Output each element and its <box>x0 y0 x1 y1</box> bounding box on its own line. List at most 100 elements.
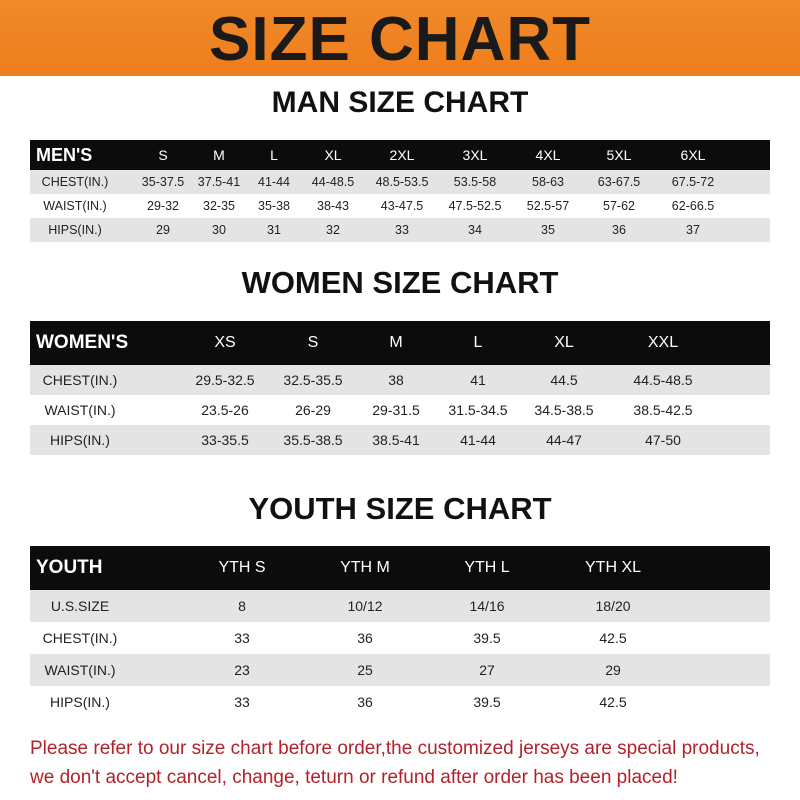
table-header-row: YOUTH YTH S YTH M YTH L YTH XL <box>30 546 770 590</box>
measurement-cell: 34.5-38.5 <box>534 402 594 418</box>
table-row: WAIST(IN.) 29-32 32-35 35-38 38-43 43-47.5 47.… <box>30 194 770 218</box>
table-header-label: YOUTH <box>36 557 103 578</box>
size-header: 3XL <box>462 147 488 163</box>
measurement-cell: 14/16 <box>469 598 505 614</box>
notice-line-2: we don't accept cancel, change, teturn o… <box>30 767 678 788</box>
men-section-title: MAN SIZE CHART <box>271 86 529 119</box>
table-row: U.S.SIZE 8 10/12 14/16 18/20 <box>30 590 770 622</box>
measurement-cell: 23.5-26 <box>201 402 249 418</box>
measurement-cell: 29 <box>605 662 621 678</box>
measurement-cell: 39.5 <box>473 630 501 646</box>
size-header: XL <box>324 147 342 163</box>
measurement-cell: 67.5-72 <box>671 175 715 189</box>
table-row: WAIST(IN.) 23 25 27 29 <box>30 654 770 686</box>
measurement-cell: 44.5 <box>550 372 578 388</box>
measurement-cell: 38.5-42.5 <box>633 402 693 418</box>
measurement-cell: 8 <box>238 598 246 614</box>
row-label: HIPS(IN.) <box>48 223 102 237</box>
measurement-cell: 41 <box>470 372 486 388</box>
row-label: CHEST(IN.) <box>42 630 118 646</box>
measurement-cell: 27 <box>479 662 495 678</box>
measurement-cell: 34 <box>468 223 482 237</box>
table-header-label: MEN'S <box>36 145 93 165</box>
measurement-cell: 44-47 <box>546 432 582 448</box>
measurement-cell: 63-67.5 <box>597 175 641 189</box>
men-size-table: MEN'S S M L XL 2XL 3XL 4XL 5XL 6XL CHEST(IN.) 35-37… <box>30 140 770 242</box>
size-header: XXL <box>647 334 679 351</box>
size-header: L <box>473 334 483 351</box>
measurement-cell: 47.5-52.5 <box>448 199 502 213</box>
measurement-cell: 31 <box>267 223 281 237</box>
measurement-cell: 31.5-34.5 <box>448 402 508 418</box>
measurement-cell: 36 <box>612 223 626 237</box>
measurement-cell: 23 <box>234 662 250 678</box>
measurement-cell: 38 <box>388 372 404 388</box>
measurement-cell: 38.5-41 <box>372 432 420 448</box>
size-header: 4XL <box>535 147 561 163</box>
table-row: CHEST(IN.) 35-37.5 37.5-41 41-44 44-48.5 48.5… <box>30 170 770 194</box>
table-row: WAIST(IN.) 23.5-26 26-29 29-31.5 31.5-34.5 34… <box>30 395 770 425</box>
measurement-cell: 58-63 <box>532 175 564 189</box>
order-notice: Please refer to our size chart before or… <box>30 734 790 792</box>
measurement-cell: 32.5-35.5 <box>283 372 343 388</box>
size-header: L <box>270 147 278 163</box>
measurement-cell: 52.5-57 <box>526 199 570 213</box>
measurement-cell: 35-37.5 <box>141 175 185 189</box>
size-header: XL <box>554 334 574 351</box>
notice-line-1: Please refer to our size chart before or… <box>30 738 760 759</box>
measurement-cell: 35-38 <box>258 199 290 213</box>
measurement-cell: 32 <box>326 223 340 237</box>
measurement-cell: 57-62 <box>603 199 635 213</box>
size-header: YTH XL <box>584 559 642 576</box>
measurement-cell: 26-29 <box>295 402 331 418</box>
table-row: HIPS(IN.) 33 36 39.5 42.5 <box>30 686 770 718</box>
row-label: CHEST(IN.) <box>42 372 118 388</box>
row-label: CHEST(IN.) <box>41 175 109 189</box>
measurement-cell: 38-43 <box>317 199 349 213</box>
measurement-cell: 37.5-41 <box>197 175 241 189</box>
table-header-row: MEN'S S M L XL 2XL 3XL 4XL 5XL 6XL <box>30 140 770 170</box>
measurement-cell: 62-66.5 <box>671 199 715 213</box>
row-label: WAIST(IN.) <box>43 199 107 213</box>
women-size-table: WOMEN'S XS S M L XL XXL CHEST(IN.) 29.5-32.5 32.5… <box>30 321 770 455</box>
table-row: HIPS(IN.) 33-35.5 35.5-38.5 38.5-41 41-44 44-… <box>30 425 770 455</box>
measurement-cell: 44-48.5 <box>311 175 355 189</box>
row-label: WAIST(IN.) <box>44 402 116 418</box>
measurement-cell: 53.5-58 <box>453 175 497 189</box>
measurement-cell: 35.5-38.5 <box>283 432 343 448</box>
measurement-cell: 10/12 <box>347 598 383 614</box>
measurement-cell: 41-44 <box>258 175 290 189</box>
row-label: U.S.SIZE <box>50 598 110 614</box>
measurement-cell: 41-44 <box>460 432 496 448</box>
row-label: HIPS(IN.) <box>50 432 110 448</box>
measurement-cell: 36 <box>357 630 373 646</box>
size-header: S <box>158 147 168 163</box>
youth-size-table: YOUTH YTH S YTH M YTH L YTH XL U.S.SIZE 8 10/12… <box>30 546 770 718</box>
banner: SIZE CHART <box>0 0 800 76</box>
measurement-cell: 25 <box>357 662 373 678</box>
size-header: M <box>213 147 225 163</box>
measurement-cell: 29-32 <box>147 199 179 213</box>
size-header: M <box>389 334 403 351</box>
table-row: HIPS(IN.) 29 30 31 32 33 34 35 36 37 <box>30 218 770 242</box>
table-row: CHEST(IN.) 33 36 39.5 42.5 <box>30 622 770 654</box>
size-header: 5XL <box>606 147 632 163</box>
size-header: S <box>307 334 319 351</box>
measurement-cell: 29-31.5 <box>372 402 420 418</box>
table-row: CHEST(IN.) 29.5-32.5 32.5-35.5 38 41 44.5 44.5… <box>30 365 770 395</box>
measurement-cell: 42.5 <box>599 630 627 646</box>
measurement-cell: 33 <box>234 630 250 646</box>
measurement-cell: 33 <box>395 223 409 237</box>
measurement-cell: 47-50 <box>645 432 681 448</box>
size-header: XS <box>214 334 236 351</box>
size-header: 2XL <box>389 147 415 163</box>
table-header-label: WOMEN'S <box>36 332 129 353</box>
measurement-cell: 43-47.5 <box>380 199 424 213</box>
size-header: 6XL <box>680 147 706 163</box>
measurement-cell: 44.5-48.5 <box>633 372 693 388</box>
measurement-cell: 18/20 <box>595 598 631 614</box>
measurement-cell: 29.5-32.5 <box>195 372 255 388</box>
measurement-cell: 42.5 <box>599 694 627 710</box>
measurement-cell: 29 <box>156 223 170 237</box>
size-header: YTH S <box>218 559 266 576</box>
